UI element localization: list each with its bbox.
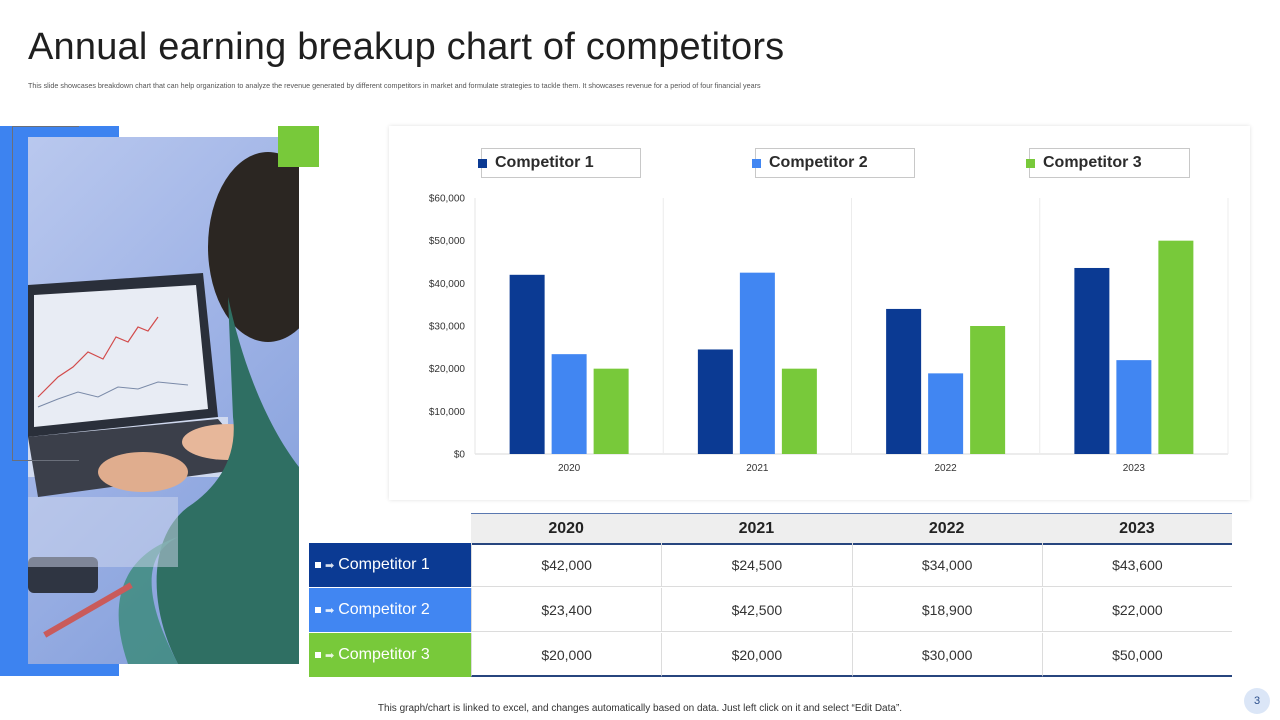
y-tick-label: $40,000 [429,279,466,290]
x-tick-label: 2021 [746,463,769,474]
footnote: This graph/chart is linked to excel, and… [377,703,903,714]
legend-swatch-competitor-1 [478,158,487,168]
page-number: 3 [1244,688,1270,714]
y-tick-label: $50,000 [429,236,466,247]
legend-swatch-competitor-2 [752,158,761,168]
table-header-2023: 2023 [1119,520,1155,537]
table-header: 2020 2021 2022 2023 [471,513,1232,545]
table-cell: $43,600 [1041,543,1232,587]
y-tick-label: $10,000 [429,407,466,418]
bar-competitor-3-2021 [781,368,817,454]
table-header-2020: 2020 [548,520,584,537]
table-row: ➡ Competitor 1 $42,000 $24,500 $34,000 $… [309,543,1232,587]
y-tick-label: $60,000 [429,194,466,205]
table-header-2022: 2022 [928,520,965,537]
bar-chart[interactable]: $0 $10,000 $20,000 $30,000 $40,000 $50,000 $60… [389,180,1250,480]
bar-competitor-1-2022 [886,308,922,454]
y-tick-label: $30,000 [429,322,466,333]
table-cell: $42,000 [471,543,662,587]
legend-label-competitor-2: Competitor 2 [769,154,868,171]
bullet-icon [315,607,321,613]
y-tick-label: $20,000 [429,364,466,375]
row-label-text: Competitor 1 [338,556,430,573]
table-cell: $24,500 [661,543,852,587]
bar-competitor-1-2023 [1074,267,1110,454]
bullet-icon [315,652,321,658]
x-tick-label: 2023 [1123,463,1146,474]
legend-label-competitor-3: Competitor 3 [1043,154,1142,171]
row-label-competitor-3: ➡ Competitor 3 [309,633,471,677]
accent-green-square [278,126,319,167]
slide-title: Annual earning breakup chart of competit… [28,26,785,68]
photo-frame-line [12,126,79,461]
bar-competitor-2-2022 [928,373,964,454]
legend-item-competitor-2: Competitor 2 [752,148,915,178]
bar-competitor-2-2021 [739,272,775,454]
bar-competitor-2-2023 [1116,360,1152,454]
arrow-right-icon: ➡ [325,559,335,572]
bar-competitor-1-2020 [509,274,545,454]
y-tick-label: $0 [454,450,466,461]
legend-item-competitor-1: Competitor 1 [478,148,641,178]
legend-label-competitor-1: Competitor 1 [495,154,594,171]
bar-competitor-3-2022 [970,326,1006,454]
table-cell: $20,000 [661,633,852,677]
slide-subtitle: This slide showcases breakdown chart tha… [28,81,761,90]
arrow-right-icon: ➡ [325,604,335,617]
table-row: ➡ Competitor 3 $20,000 $20,000 $30,000 $… [309,633,1232,677]
table-cell: $50,000 [1041,633,1232,677]
row-label-competitor-1: ➡ Competitor 1 [309,543,471,587]
row-label-text: Competitor 3 [338,646,430,663]
table-cell: $22,000 [1041,588,1232,632]
table-cell: $42,500 [661,588,852,632]
bar-competitor-3-2020 [593,368,629,454]
photo-woman-laptop [28,137,299,664]
bar-competitor-1-2021 [697,349,733,454]
legend-swatch-competitor-3 [1026,158,1035,168]
table-cell: $30,000 [851,633,1042,677]
row-label-competitor-2: ➡ Competitor 2 [309,588,471,632]
table-row: ➡ Competitor 2 $23,400 $42,500 $18,900 $… [309,588,1232,632]
legend-item-competitor-3: Competitor 3 [1026,148,1190,178]
x-tick-label: 2020 [558,463,581,474]
bar-competitor-2-2020 [551,354,587,454]
bullet-icon [315,562,321,568]
bar-competitor-3-2023 [1158,240,1194,454]
row-label-text: Competitor 2 [338,601,430,618]
table-cell: $34,000 [851,543,1042,587]
x-tick-label: 2022 [935,463,958,474]
table-cell: $20,000 [471,633,662,677]
table-cell: $23,400 [471,588,662,632]
table-header-2021: 2021 [738,520,775,537]
table-cell: $18,900 [851,588,1042,632]
arrow-right-icon: ➡ [325,649,335,662]
